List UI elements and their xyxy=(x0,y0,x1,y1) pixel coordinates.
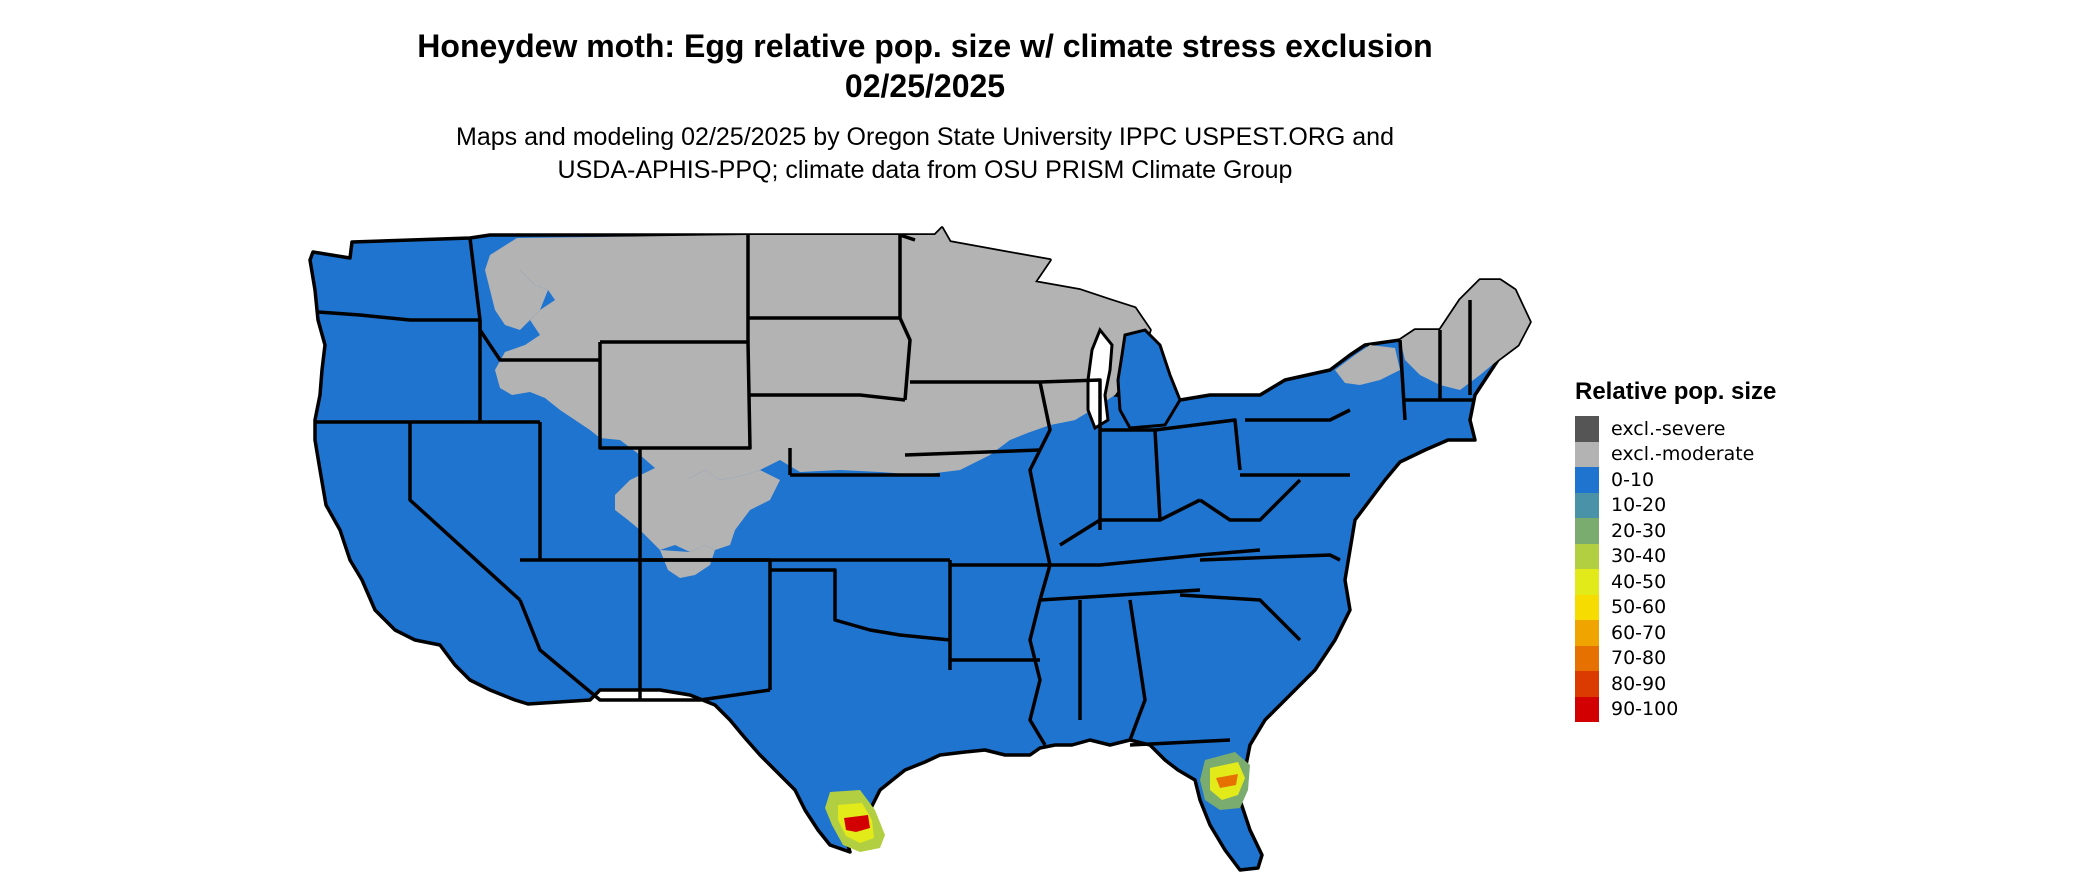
legend-label: excl.-severe xyxy=(1611,417,1726,440)
legend-item: excl.-severe xyxy=(1575,416,1776,442)
legend-swatch xyxy=(1575,696,1599,722)
map-title-line-2: 02/25/2025 xyxy=(844,68,1006,104)
hotspot-florida xyxy=(1200,752,1250,810)
map-subtitle-line-2: USDA-APHIS-PPQ; climate data from OSU PR… xyxy=(557,156,1293,184)
us-map xyxy=(308,226,1532,872)
legend-swatch xyxy=(1575,569,1599,595)
michigan-lower xyxy=(1116,328,1182,430)
legend-item: 60-70 xyxy=(1575,620,1776,646)
legend-label: 80-90 xyxy=(1611,672,1667,695)
legend-swatch xyxy=(1575,441,1599,467)
excluded-region-idaho xyxy=(485,238,548,330)
excluded-region-colorado xyxy=(615,468,780,552)
legend-item: 90-100 xyxy=(1575,696,1776,722)
legend-label: 10-20 xyxy=(1611,494,1667,517)
excluded-moderate-regions xyxy=(485,228,1530,578)
map-title-line-1: Honeydew moth: Egg relative pop. size w/… xyxy=(417,28,1433,64)
excluded-region-new-england xyxy=(1400,280,1530,390)
map-subtitle-line-1: Maps and modeling 02/25/2025 by Oregon S… xyxy=(456,123,1394,151)
legend-swatch xyxy=(1575,492,1599,518)
legend-label: 60-70 xyxy=(1611,621,1667,644)
legend-item: 80-90 xyxy=(1575,671,1776,697)
legend: Relative pop. size excl.-severe excl.-mod… xyxy=(1575,378,1776,722)
legend-items: excl.-severe excl.-moderate 0-10 10-20 20-30… xyxy=(1575,416,1776,722)
excluded-region-northeast xyxy=(1335,345,1400,385)
state-borders xyxy=(315,233,1475,747)
legend-swatch xyxy=(1575,671,1599,697)
hotspot-south-texas xyxy=(825,790,885,852)
excluded-region-wisconsin xyxy=(970,300,1090,435)
legend-label: 90-100 xyxy=(1611,698,1679,721)
legend-swatch xyxy=(1575,645,1599,671)
legend-item: 0-10 xyxy=(1575,467,1776,493)
legend-swatch xyxy=(1575,543,1599,569)
legend-item: 20-30 xyxy=(1575,518,1776,544)
legend-swatch xyxy=(1575,594,1599,620)
legend-label: 50-60 xyxy=(1611,596,1667,619)
legend-swatch xyxy=(1575,518,1599,544)
legend-title: Relative pop. size xyxy=(1575,378,1777,405)
legend-item: 10-20 xyxy=(1575,492,1776,518)
legend-swatch xyxy=(1575,620,1599,646)
legend-label: excl.-moderate xyxy=(1611,443,1755,466)
legend-label: 40-50 xyxy=(1611,570,1667,593)
legend-item: excl.-moderate xyxy=(1575,441,1776,467)
legend-label: 0-10 xyxy=(1611,468,1655,491)
excluded-region-north xyxy=(495,228,1150,480)
legend-label: 30-40 xyxy=(1611,545,1667,568)
legend-item: 70-80 xyxy=(1575,645,1776,671)
map-subtitle: Maps and modeling 02/25/2025 by Oregon S… xyxy=(0,121,1850,187)
legend-item: 50-60 xyxy=(1575,594,1776,620)
legend-swatch xyxy=(1575,416,1599,442)
excluded-region-michigan-up xyxy=(1040,300,1120,328)
legend-swatch xyxy=(1575,467,1599,493)
legend-label: 70-80 xyxy=(1611,647,1667,670)
legend-item: 30-40 xyxy=(1575,543,1776,569)
legend-label: 20-30 xyxy=(1611,519,1667,542)
legend-item: 40-50 xyxy=(1575,569,1776,595)
map-title: Honeydew moth: Egg relative pop. size w/… xyxy=(0,26,1850,106)
